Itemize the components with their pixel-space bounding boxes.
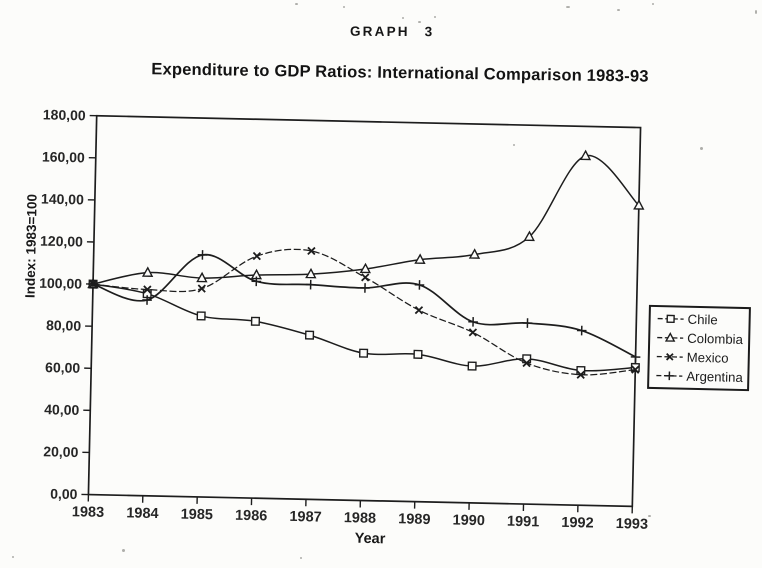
legend-marker-plus-icon — [656, 371, 683, 380]
x-tick-label: 1992 — [561, 515, 594, 532]
plot-border — [87, 114, 642, 508]
legend-marker-x-icon — [656, 352, 683, 361]
y-tick-label: 160,00 — [42, 148, 85, 165]
x-tick-label: 1983 — [72, 504, 105, 521]
y-tick-label: 20,00 — [43, 443, 79, 460]
scan-speck — [513, 144, 515, 146]
y-tick-label: 60,00 — [45, 359, 81, 376]
x-tick-label: 1987 — [289, 509, 322, 526]
legend-item-label: Argentina — [686, 368, 743, 385]
x-tick-label: 1988 — [344, 510, 377, 527]
y-axis-ticks: 0,00 20,00 40,00 60,00 80,00 100,00 120,00 140,… — [39, 106, 97, 503]
scan-speck — [300, 557, 302, 559]
y-tick-label: 120,00 — [40, 233, 83, 250]
legend-marker-square-icon — [657, 314, 684, 324]
legend-item-argentina: Argentina — [654, 366, 747, 386]
chart-title: Expenditure to GDP Ratios: International… — [151, 60, 649, 86]
x-tick-label: 1989 — [398, 511, 431, 528]
legend-marker-triangle-icon — [657, 332, 684, 342]
y-tick-label: 100,00 — [39, 275, 82, 292]
scan-speck — [652, 3, 654, 5]
y-tick-label: 80,00 — [46, 317, 82, 334]
y-tick-label: 140,00 — [41, 191, 84, 208]
scan-speck — [617, 9, 620, 11]
scan-speck — [402, 17, 404, 19]
legend-box: Chile Colombia Mexico Argentina — [647, 304, 751, 392]
scan-speck — [122, 549, 125, 552]
scan-speck — [12, 556, 14, 558]
series-markers-chile — [88, 279, 640, 376]
scan-speck — [295, 3, 298, 5]
scan-speck — [755, 10, 757, 14]
x-tick-label: 1986 — [235, 508, 268, 525]
scan-speck — [418, 21, 421, 23]
legend-item-label: Colombia — [687, 330, 744, 348]
x-tick-label: 1984 — [126, 505, 159, 522]
series-line-colombia — [92, 155, 640, 285]
scan-speck — [700, 147, 703, 150]
scan-speck — [343, 6, 345, 8]
scan-speck — [648, 515, 651, 517]
x-axis-ticks: 1983 1984 1985 1986 1987 1988 1989 1990 1991 1992… — [72, 494, 649, 533]
x-tick-label: 1985 — [181, 507, 214, 524]
legend-item-label: Chile — [687, 312, 718, 328]
y-tick-label: 40,00 — [44, 401, 80, 418]
scan-speck — [434, 16, 436, 18]
chart-canvas: 0,00 20,00 40,00 60,00 80,00 100,00 120,00 140,… — [39, 106, 649, 533]
legend-item-mexico: Mexico — [655, 347, 748, 367]
x-axis-title: Year — [354, 530, 386, 548]
graph-number-label: GRAPH 3 — [349, 23, 435, 40]
legend-item-colombia: Colombia — [655, 329, 748, 349]
y-tick-label: 0,00 — [50, 486, 78, 503]
legend-item-label: Mexico — [686, 349, 729, 366]
series-markers-mexico — [88, 246, 640, 379]
x-tick-label: 1991 — [507, 514, 540, 531]
series-markers-argentina — [88, 250, 641, 362]
series-line-chile — [92, 283, 636, 372]
x-tick-label: 1990 — [452, 512, 485, 529]
y-tick-label: 180,00 — [43, 106, 86, 123]
x-tick-label: 1993 — [616, 516, 649, 533]
scan-speck — [566, 6, 570, 8]
legend-item-chile: Chile — [655, 310, 748, 330]
